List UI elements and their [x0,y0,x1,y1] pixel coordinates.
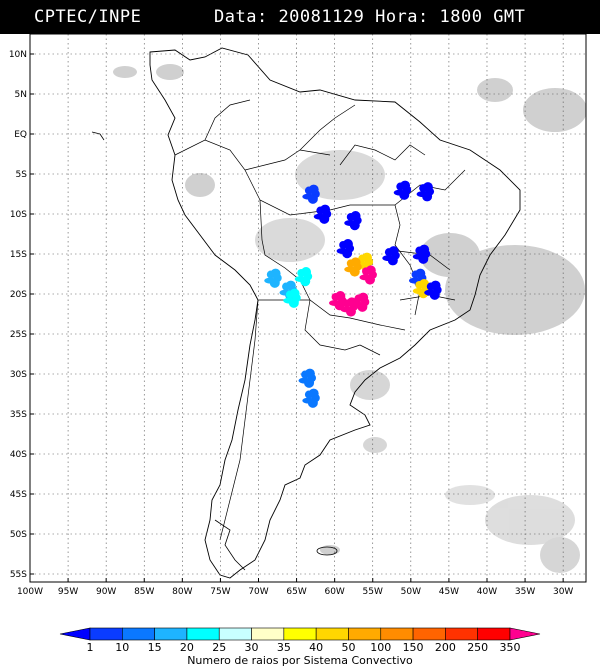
lat-label: 50S [10,530,27,540]
lightning-cell [264,268,282,288]
cloud-cover [113,64,586,573]
colorbar-label: 200 [435,641,456,654]
lon-label: 95W [58,587,78,597]
lightning-cell [283,288,301,308]
lightning-cell [382,246,400,266]
lightning-cell [359,265,377,285]
lightning-cell [424,280,442,300]
lon-label: 55W [363,587,383,597]
colorbar-swatch [380,627,414,641]
colorbar-label: 150 [403,641,424,654]
latitude-labels: 10N 5N EQ 5S 10S 15S 20S 25S 30S 35S 40S 45S 50S 55S [9,50,34,580]
lon-label: 70W [248,587,268,597]
lon-label: 65W [286,587,306,597]
lightning-cell [313,204,332,224]
lon-label: 100W [17,587,43,597]
colorbar-label: 35 [277,641,291,654]
lon-label: 90W [96,587,116,597]
lightning-cell [302,184,320,204]
colorbar-label: 10 [115,641,129,654]
colorbar-swatch [477,627,511,641]
colorbar-label: 250 [467,641,488,654]
org-title: CPTEC/INPE [34,7,142,27]
lat-label: 45S [10,490,27,500]
datetime: Data: 20081129 Hora: 1800 GMT [214,7,525,27]
lat-lon-grid [30,34,586,582]
lightning-cell [344,210,362,231]
colorbar-swatch [154,627,188,641]
header-bar: CPTEC/INPE Data: 20081129 Hora: 1800 GMT [0,0,600,34]
lightning-cell [336,238,355,259]
lat-label: 20S [10,290,27,300]
hour-label: Hora: [375,7,429,27]
coastlines [149,47,521,579]
longitude-labels: 100W 95W 90W 85W 80W 75W 70W 65W 60W 55W 50W 45W 40W… [17,578,573,597]
colorbar-swatch [412,627,446,641]
lightning-cell [416,182,435,202]
lat-label: 10N [9,50,27,60]
lon-label: 75W [210,587,230,597]
lightning-cell [302,388,320,408]
lat-label: 15S [10,250,27,260]
lat-label: 55S [10,570,27,580]
lon-label: 60W [324,587,344,597]
lon-label: 80W [172,587,192,597]
colorbar-swatch [89,627,123,641]
lightning-cell [393,180,412,200]
colorbar-swatch [122,627,155,641]
lat-label: 30S [10,370,27,380]
lat-label: 25S [10,330,27,340]
lat-label: 5S [16,170,28,180]
hour-value: 1800 GMT [439,7,526,27]
islands [91,131,338,571]
date-label: Data: [214,7,268,27]
colorbar-title: Numero de raios por Sistema Convectivo [187,654,413,667]
colorbar-swatch [218,627,252,641]
lon-label: 40W [477,587,497,597]
lightning-cell [412,244,431,264]
lat-label: 35S [10,410,27,420]
colorbar-label: 30 [245,641,259,654]
lat-label: 10S [10,210,27,220]
lon-label: 35W [515,587,535,597]
lightning-cell [329,290,347,311]
colorbar-label: 20 [180,641,194,654]
lightning-cell [351,292,370,312]
lat-label: 5N [15,90,27,100]
colorbar-swatch [445,627,478,641]
colorbar-swatch [186,627,220,641]
lon-label: 50W [401,587,421,597]
lon-label: 85W [134,587,154,597]
lat-label: 40S [10,450,27,460]
colorbar-swatch [348,627,382,641]
date-value: 20081129 [278,7,365,27]
colorbar-low-tip [59,627,91,641]
colorbar-swatch [251,627,285,641]
colorbar: 1 10 15 20 25 30 35 40 50 100 150 200 250 350 [59,627,541,654]
lightning-cell [294,266,313,287]
lat-label: EQ [14,130,27,140]
colorbar-label: 40 [309,641,323,654]
lightning-cells [264,180,442,408]
colorbar-high-tip [509,627,541,641]
colorbar-label: 15 [148,641,162,654]
colorbar-label: 1 [87,641,94,654]
colorbar-label: 350 [500,641,521,654]
colorbar-swatch [283,627,317,641]
colorbar-label: 50 [341,641,355,654]
lightning-cell [344,257,362,277]
colorbar-swatch [315,627,349,641]
lightning-cell [298,368,316,388]
map-frame [29,33,587,583]
colorbar-label: 100 [370,641,391,654]
lon-label: 30W [553,587,573,597]
colorbar-label: 25 [212,641,226,654]
lon-label: 45W [439,587,459,597]
